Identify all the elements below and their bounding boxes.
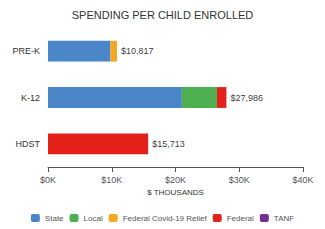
svg-text:TANF: TANF (274, 214, 294, 223)
svg-text:PRE-K: PRE-K (12, 46, 40, 56)
svg-text:$27,986: $27,986 (230, 93, 263, 103)
svg-text:$20K: $20K (165, 175, 186, 185)
svg-text:HDST: HDST (16, 139, 41, 149)
svg-text:$10,817: $10,817 (121, 46, 154, 56)
svg-text:Federal: Federal (227, 214, 254, 223)
svg-text:$15,713: $15,713 (152, 139, 185, 149)
svg-text:Federal Covid-19 Relief: Federal Covid-19 Relief (123, 214, 208, 223)
svg-text:$10K: $10K (101, 175, 122, 185)
svg-text:State: State (45, 214, 64, 223)
svg-text:$0K: $0K (40, 175, 56, 185)
svg-text:K-12: K-12 (21, 93, 40, 103)
svg-text:$40K: $40K (292, 175, 313, 185)
svg-text:$30K: $30K (229, 175, 250, 185)
svg-text:$ THOUSANDS: $ THOUSANDS (147, 188, 204, 197)
svg-text:Local: Local (84, 214, 103, 223)
svg-text:SPENDING PER CHILD ENROLLED: SPENDING PER CHILD ENROLLED (72, 9, 254, 21)
